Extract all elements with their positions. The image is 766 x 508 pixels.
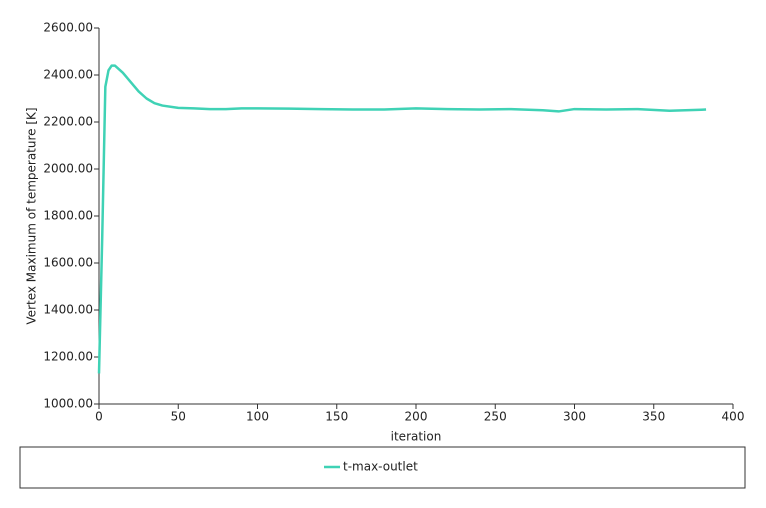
x-tick-label: 200 <box>405 410 428 424</box>
x-tick-label: 300 <box>563 410 586 424</box>
y-tick-label: 1400.00 <box>43 303 93 317</box>
data-line <box>97 64 707 374</box>
x-tick-label: 400 <box>722 410 745 424</box>
x-tick-label: 150 <box>325 410 348 424</box>
y-tick-label: 1800.00 <box>43 209 93 223</box>
x-tick-label: 100 <box>246 410 269 424</box>
x-tick-label: 350 <box>642 410 665 424</box>
x-tick-label: 250 <box>484 410 507 424</box>
y-tick-label: 2000.00 <box>43 162 93 176</box>
x-tick-label: 50 <box>171 410 186 424</box>
x-axis-label: iteration <box>391 430 442 444</box>
y-tick-label: 1600.00 <box>43 256 93 270</box>
y-tick-label: 2200.00 <box>43 115 93 129</box>
legend-box <box>19 446 746 489</box>
y-tick-label: 1200.00 <box>43 350 93 364</box>
y-tick-label: 1000.00 <box>43 397 93 411</box>
y-axis-label: Vertex Maximum of temperature [K] <box>25 107 39 324</box>
y-tick-label: 2600.00 <box>43 21 93 35</box>
y-tick-label: 2400.00 <box>43 68 93 82</box>
x-tick-label: 0 <box>95 410 103 424</box>
legend-label: t-max-outlet <box>343 460 418 474</box>
